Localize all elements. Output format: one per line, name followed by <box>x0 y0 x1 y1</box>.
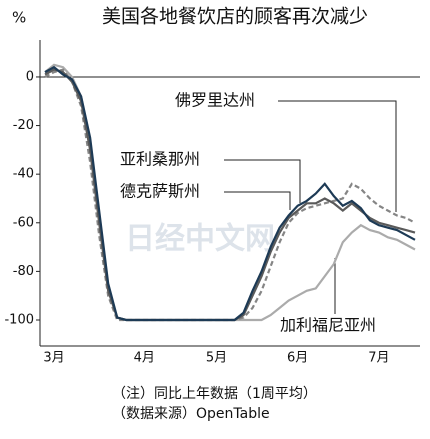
watermark: 日经中文网 <box>125 222 275 257</box>
y-tick-label: -80 <box>13 264 34 279</box>
y-axis-label: % <box>12 9 26 27</box>
note: （数据来源）OpenTable <box>112 406 270 422</box>
x-tick-label: 5月 <box>206 351 227 366</box>
x-tick-label: 4月 <box>134 351 155 366</box>
y-tick-label: -40 <box>13 167 34 182</box>
y-tick-label: -60 <box>13 215 34 230</box>
chart-title: 美国各地餐饮店的顾客再次减少 <box>102 6 368 28</box>
leader-line <box>278 100 397 212</box>
y-tick-label: -20 <box>13 118 34 133</box>
x-tick-label: 6月 <box>287 351 308 366</box>
x-tick-label: 7月 <box>368 351 389 366</box>
series-label: 德克萨斯州 <box>120 182 200 201</box>
x-tick-label: 3月 <box>43 351 64 366</box>
series-label: 亚利桑那州 <box>120 150 200 169</box>
note: （注）同比上年数据（1周平均） <box>112 386 317 402</box>
leader-line <box>224 159 301 203</box>
leader-line <box>224 191 291 210</box>
series-line <box>44 65 416 322</box>
series-label: 加利福尼亚州 <box>280 316 376 335</box>
y-tick-label: -100 <box>4 312 34 327</box>
y-tick-label: 0 <box>26 69 34 84</box>
series-label: 佛罗里达州 <box>175 91 255 110</box>
